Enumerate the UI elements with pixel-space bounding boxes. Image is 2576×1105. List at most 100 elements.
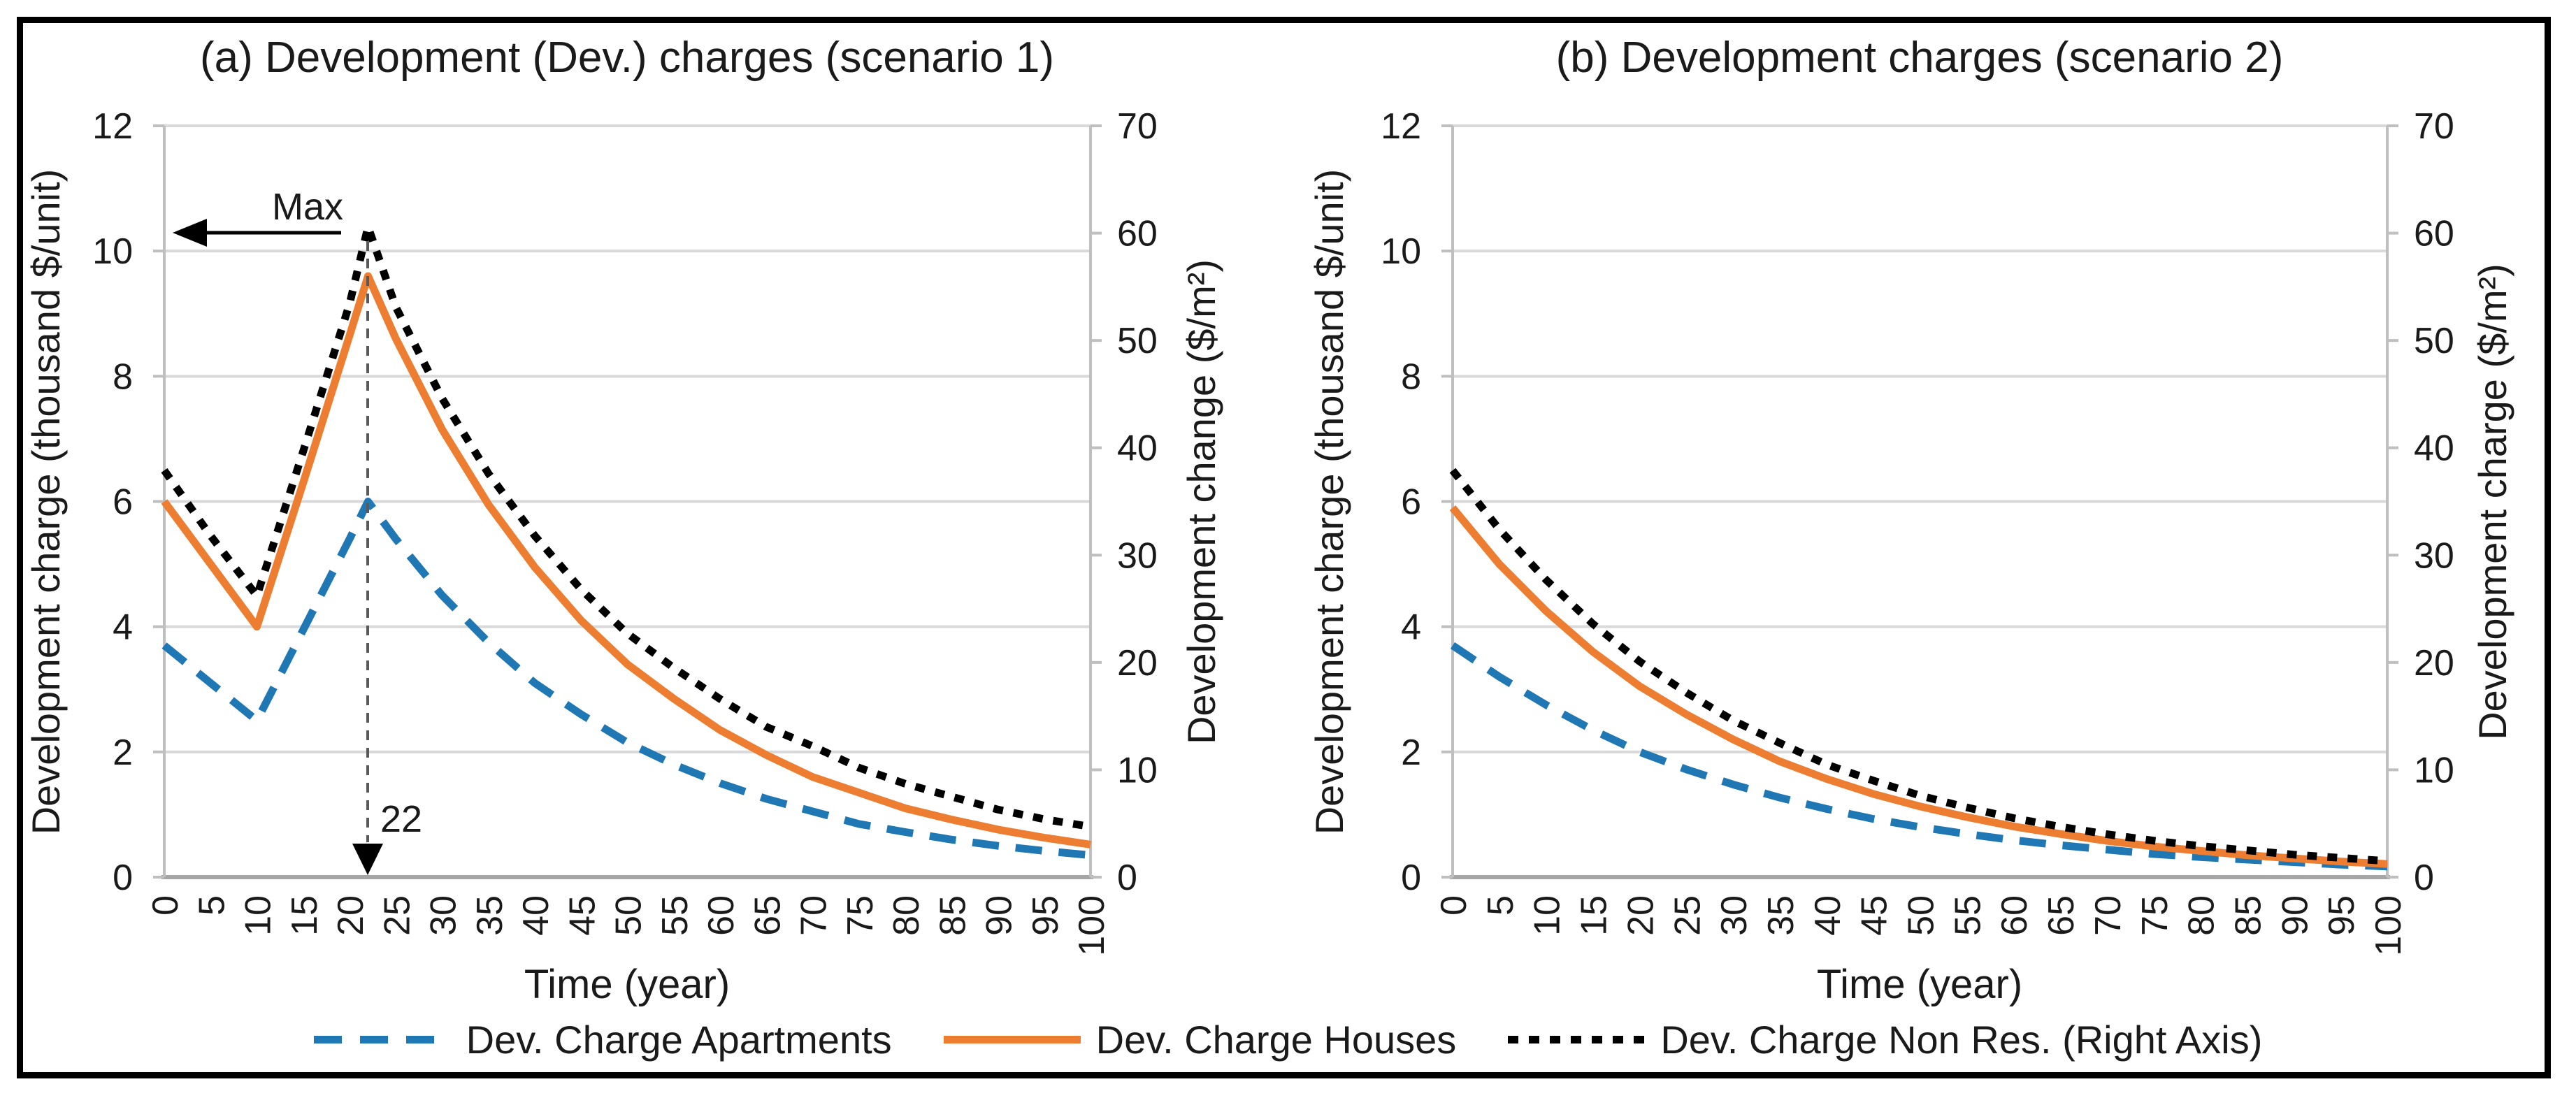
y-left-tick-label: 6 [113, 482, 133, 523]
legend-label-nonres: Dev. Charge Non Res. (Right Axis) [1660, 1017, 2263, 1062]
y-right-tick-label: 60 [2414, 214, 2454, 254]
y-left-tick-label: 4 [1401, 607, 1421, 648]
x-tick-label: 100 [2368, 895, 2409, 956]
y-left-tick-label: 10 [92, 231, 133, 272]
x-tick-label: 80 [886, 895, 927, 936]
y-left-tick-label: 12 [1381, 106, 1421, 147]
y-right-tick-label: 20 [2414, 643, 2454, 684]
y-right-tick-label: 30 [2414, 535, 2454, 576]
x-tick-label: 20 [1620, 895, 1661, 936]
y-right-tick-label: 50 [2414, 321, 2454, 361]
series-line-dev-charge-non-res-right-axis- [1449, 468, 2388, 865]
y-right-tick-label: 40 [1117, 428, 1158, 469]
x-tick-label: 25 [1667, 895, 1708, 936]
chart-a-title: (a) Development (Dev.) charges (scenario… [200, 34, 1054, 82]
x-tick-label: 50 [609, 895, 649, 936]
y-left-tick-label: 0 [1401, 858, 1421, 898]
y-left-tick-label: 2 [113, 732, 133, 773]
series-line-dev-charge-houses [161, 272, 1091, 848]
x-tick-label: 100 [1072, 895, 1112, 956]
x-tick-label: 90 [979, 895, 1020, 936]
x-tick-label: 75 [840, 895, 881, 936]
x-tick-label: 5 [1481, 895, 1521, 916]
chart-b-left-axis-title: Development charge (thousand $/unit) [1307, 169, 1351, 835]
legend-label-apartments: Dev. Charge Apartments [466, 1017, 892, 1062]
y-right-tick-label: 20 [1117, 643, 1158, 684]
y-right-tick-label: 70 [1117, 106, 1158, 147]
y-right-tick-label: 0 [2414, 858, 2434, 898]
peak-drop-arrow-head-icon [352, 844, 383, 875]
x-tick-label: 75 [2135, 895, 2175, 936]
x-tick-label: 70 [2088, 895, 2129, 936]
x-tick-label: 35 [1761, 895, 1801, 936]
x-tick-label: 35 [470, 895, 510, 936]
y-right-tick-label: 10 [2414, 750, 2454, 790]
legend-item-houses: Dev. Charge Houses [943, 1017, 1457, 1062]
x-tick-label: 90 [2275, 895, 2315, 936]
x-tick-label: 10 [238, 895, 279, 936]
y-left-tick-label: 2 [1401, 732, 1421, 773]
y-right-tick-label: 50 [1117, 321, 1158, 361]
x-tick-label: 95 [1026, 895, 1066, 936]
x-tick-label: 85 [933, 895, 973, 936]
legend-item-nonres: Dev. Charge Non Res. (Right Axis) [1508, 1017, 2262, 1062]
chart-b-title: (b) Development charges (scenario 2) [1556, 34, 2284, 82]
x-tick-label: 30 [1714, 895, 1755, 936]
y-left-tick-label: 12 [92, 106, 133, 147]
y-right-tick-label: 0 [1117, 858, 1137, 898]
x-tick-label: 10 [1527, 895, 1568, 936]
x-tick-label: 95 [2322, 895, 2362, 936]
y-right-tick-label: 30 [1117, 535, 1158, 576]
x-tick-label: 55 [655, 895, 696, 936]
figure-border [17, 17, 2551, 1078]
legend-item-apartments: Dev. Charge Apartments [313, 1017, 892, 1062]
y-right-tick-label: 40 [2414, 428, 2454, 469]
x-tick-label: 15 [285, 895, 325, 936]
x-tick-label: 40 [1808, 895, 1848, 936]
chart-b-xaxis-title: Time (year) [1817, 962, 2022, 1007]
x-tick-label: 80 [2182, 895, 2222, 936]
y-right-tick-label: 10 [1117, 750, 1158, 790]
x-tick-label: 40 [516, 895, 556, 936]
y-left-tick-label: 10 [1381, 231, 1421, 272]
series-line-dev-charge-houses [1449, 505, 2388, 868]
series-line-dev-charge-non-res-right-axis- [161, 222, 1091, 831]
max-arrow-head-icon [173, 219, 207, 247]
series-line-dev-charge-apartments [161, 498, 1091, 860]
series-line-dev-charge-apartments [1450, 642, 2388, 871]
chart-a-annotations: Max 22 [173, 186, 422, 875]
y-left-tick-label: 0 [113, 858, 133, 898]
max-annotation: Max [272, 186, 343, 228]
x-tick-label: 55 [1948, 895, 1988, 936]
x-tick-label: 60 [701, 895, 742, 936]
y-left-tick-label: 6 [1401, 482, 1421, 523]
x-tick-label: 65 [747, 895, 788, 936]
y-left-tick-label: 8 [113, 356, 133, 397]
y-left-tick-label: 4 [113, 607, 133, 648]
x-tick-label: 85 [2228, 895, 2268, 936]
x-tick-label: 60 [1994, 895, 2035, 936]
nonres-dotted-line-icon [1508, 1035, 1646, 1043]
x-tick-label: 30 [424, 895, 464, 936]
chart-a-right-axis-title: Development change ($/m²) [1179, 259, 1223, 744]
y-right-tick-label: 60 [1117, 214, 1158, 254]
x-tick-label: 0 [1434, 895, 1474, 916]
x-tick-label: 65 [2041, 895, 2082, 936]
houses-solid-line-icon [943, 1035, 1081, 1043]
x-tick-label: 15 [1574, 895, 1615, 936]
x-tick-label: 45 [562, 895, 603, 936]
apartments-dashed-line-icon [313, 1035, 451, 1043]
legend-label-houses: Dev. Charge Houses [1095, 1017, 1457, 1062]
peak-year-annotation: 22 [380, 798, 422, 840]
x-tick-label: 5 [192, 895, 232, 916]
chart-a-left-axis-title: Development charge (thousand $/unit) [24, 169, 68, 835]
chart-a-xaxis-title: Time (year) [524, 962, 730, 1007]
legend: Dev. Charge Apartments Dev. Charge House… [0, 1008, 2576, 1071]
x-tick-label: 70 [794, 895, 835, 936]
x-tick-label: 50 [1901, 895, 1942, 936]
y-left-tick-label: 8 [1401, 356, 1421, 397]
